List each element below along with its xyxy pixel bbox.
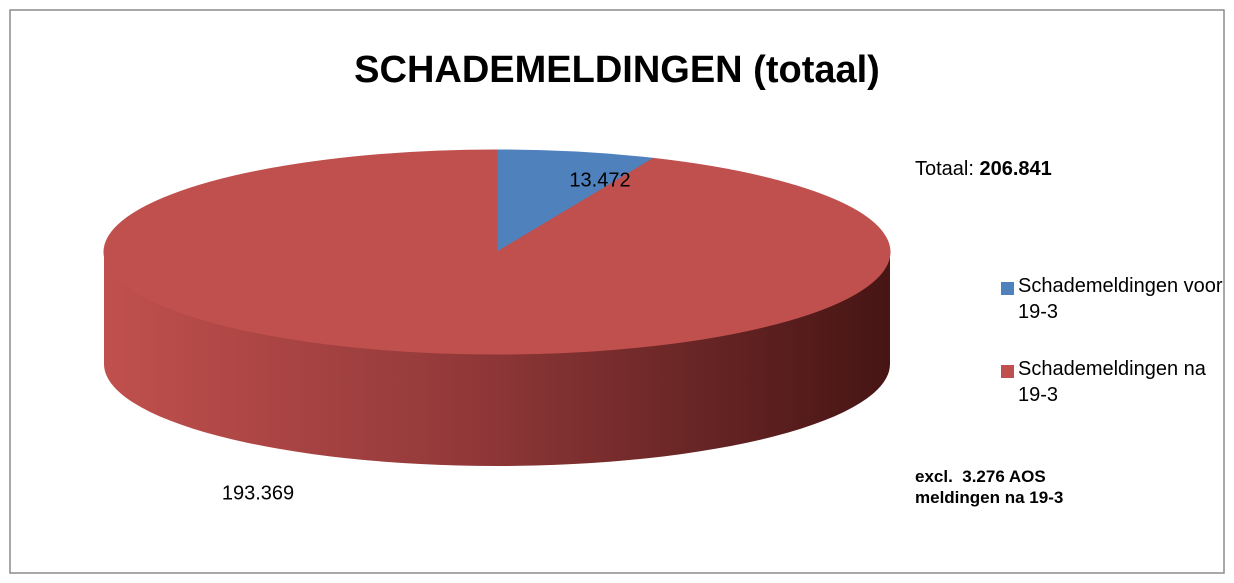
pie-slice (103, 149, 891, 355)
data-label: 193.369 (222, 482, 294, 504)
legend-swatch (1001, 365, 1014, 378)
note-annotation: excl. 3.276 AOS meldingen na 19-3 (915, 467, 1064, 508)
legend-swatch (1001, 282, 1014, 295)
total-annotation: Totaal: 206.841 (915, 157, 1052, 182)
pie-slice (496, 149, 655, 253)
data-label: 13.472 (569, 169, 630, 191)
total-label: Totaal: (915, 158, 974, 180)
pie (103, 149, 891, 466)
legend-label: Schademeldingen voor 19-3 (1018, 275, 1223, 323)
chart-title: SCHADEMELDINGEN (totaal) (354, 49, 880, 91)
pie-side (104, 252, 890, 466)
legend-label: Schademeldingen na 19-3 (1018, 358, 1206, 406)
total-value: 206.841 (979, 158, 1052, 180)
